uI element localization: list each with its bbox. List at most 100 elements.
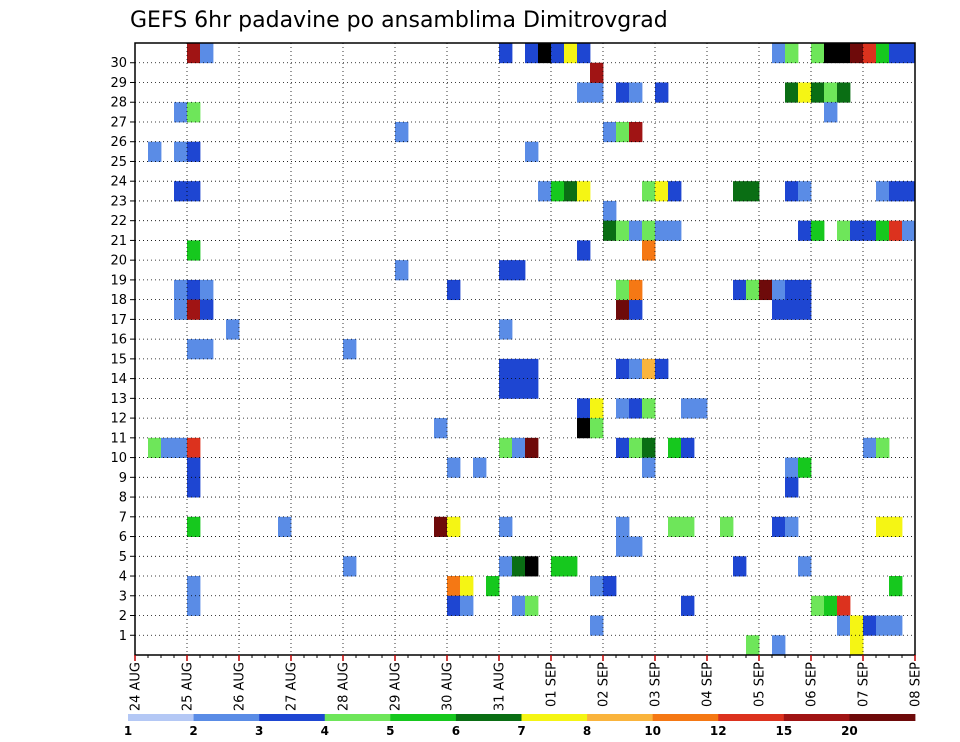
legend-swatch [193, 714, 260, 721]
precip-cell [577, 418, 591, 439]
precip-cell [811, 43, 825, 64]
precip-cell [551, 43, 565, 64]
y-tick-label: 14 [110, 372, 127, 387]
legend-swatch [587, 714, 654, 721]
precip-cell [174, 181, 188, 202]
precip-cell [590, 398, 604, 419]
precip-cell [200, 43, 214, 64]
precip-cell [447, 516, 461, 537]
precip-cell [187, 102, 201, 123]
legend-swatch [390, 714, 457, 721]
precip-cell [616, 536, 630, 557]
y-tick-label: 20 [110, 254, 127, 269]
precip-cell [824, 43, 838, 64]
precip-cell [720, 516, 734, 537]
precip-cell [343, 339, 357, 360]
legend-swatch [324, 714, 391, 721]
precip-cell [434, 516, 448, 537]
y-tick-label: 16 [110, 333, 127, 348]
precip-cell [824, 595, 838, 616]
precip-cell [733, 279, 747, 301]
precip-cell [174, 141, 188, 162]
legend-label: 4 [321, 724, 329, 738]
precip-cell [187, 457, 201, 478]
precip-cell [577, 43, 591, 64]
chart-title: GEFS 6hr padavine po ansamblima Dimitrov… [130, 8, 668, 33]
y-tick-label: 2 [119, 609, 127, 624]
precip-cell [512, 556, 526, 577]
precip-cell [668, 437, 682, 458]
precip-cell [863, 615, 877, 636]
precip-cell [655, 181, 669, 202]
precip-cell [525, 595, 539, 616]
y-tick-label: 22 [110, 214, 127, 229]
precip-cell [187, 299, 201, 320]
precip-cell [785, 477, 799, 498]
precip-cell [499, 260, 513, 281]
precip-cell [525, 43, 539, 64]
precip-cell [863, 220, 877, 241]
precip-cell [512, 358, 526, 380]
legend-label: 15 [775, 724, 792, 738]
precip-cell [785, 516, 799, 537]
precip-cell [525, 358, 539, 380]
precip-cell [798, 220, 812, 241]
precip-cell [824, 82, 838, 103]
precip-cell [642, 240, 656, 261]
precip-cell [512, 378, 526, 399]
precip-cell [642, 398, 656, 419]
precip-cell [746, 635, 760, 656]
x-tick-label: 31 AUG [493, 662, 508, 711]
precip-cell [590, 62, 604, 83]
precip-cell [876, 615, 890, 636]
precip-cell [187, 437, 201, 458]
x-tick-label: 06 SEP [805, 662, 820, 707]
precip-cell [811, 220, 825, 241]
precip-cell [499, 516, 513, 537]
precip-cell [551, 181, 565, 202]
precip-cell [889, 576, 903, 597]
precip-cell [876, 437, 890, 458]
precip-cell [902, 220, 916, 241]
precip-cell [811, 595, 825, 616]
precip-cell [499, 319, 513, 340]
precip-cell [629, 398, 643, 419]
x-tick-label: 30 AUG [441, 662, 456, 711]
precip-cell [564, 181, 578, 202]
precip-cell [668, 220, 682, 241]
color-legend: 1 2 3 4 5 6 7 8 10 12 15 20 [124, 714, 916, 738]
y-tick-label: 4 [119, 570, 127, 585]
y-tick-label: 10 [110, 451, 127, 466]
precip-cell [772, 516, 786, 537]
precip-cell [447, 457, 461, 478]
precip-cell [837, 43, 851, 64]
precip-cell [187, 240, 201, 261]
precip-cell [681, 595, 695, 616]
precip-cell [746, 279, 760, 301]
precip-cell [655, 358, 669, 380]
y-tick-label: 19 [110, 273, 127, 288]
precip-cell [590, 418, 604, 439]
precip-cell [187, 141, 201, 162]
precip-cell [187, 339, 201, 360]
legend-swatch [783, 714, 850, 721]
precip-cell [616, 398, 630, 419]
precip-cell [798, 457, 812, 478]
precip-cell [681, 398, 695, 419]
precip-cell [551, 556, 565, 577]
precip-cell [785, 43, 799, 64]
precip-cell [655, 82, 669, 103]
x-tick-label: 02 SEP [597, 662, 612, 707]
precip-cell [863, 437, 877, 458]
precip-cell [200, 299, 214, 320]
precip-cell [187, 279, 201, 301]
legend-label: 10 [644, 724, 661, 738]
y-tick-label: 1 [119, 629, 127, 644]
y-tick-label: 7 [119, 510, 127, 525]
precip-cell [759, 279, 773, 301]
precip-cell [577, 181, 591, 202]
precip-cell [629, 279, 643, 301]
precip-cell [577, 398, 591, 419]
precip-cell [148, 141, 162, 162]
y-tick-label: 5 [119, 550, 127, 565]
